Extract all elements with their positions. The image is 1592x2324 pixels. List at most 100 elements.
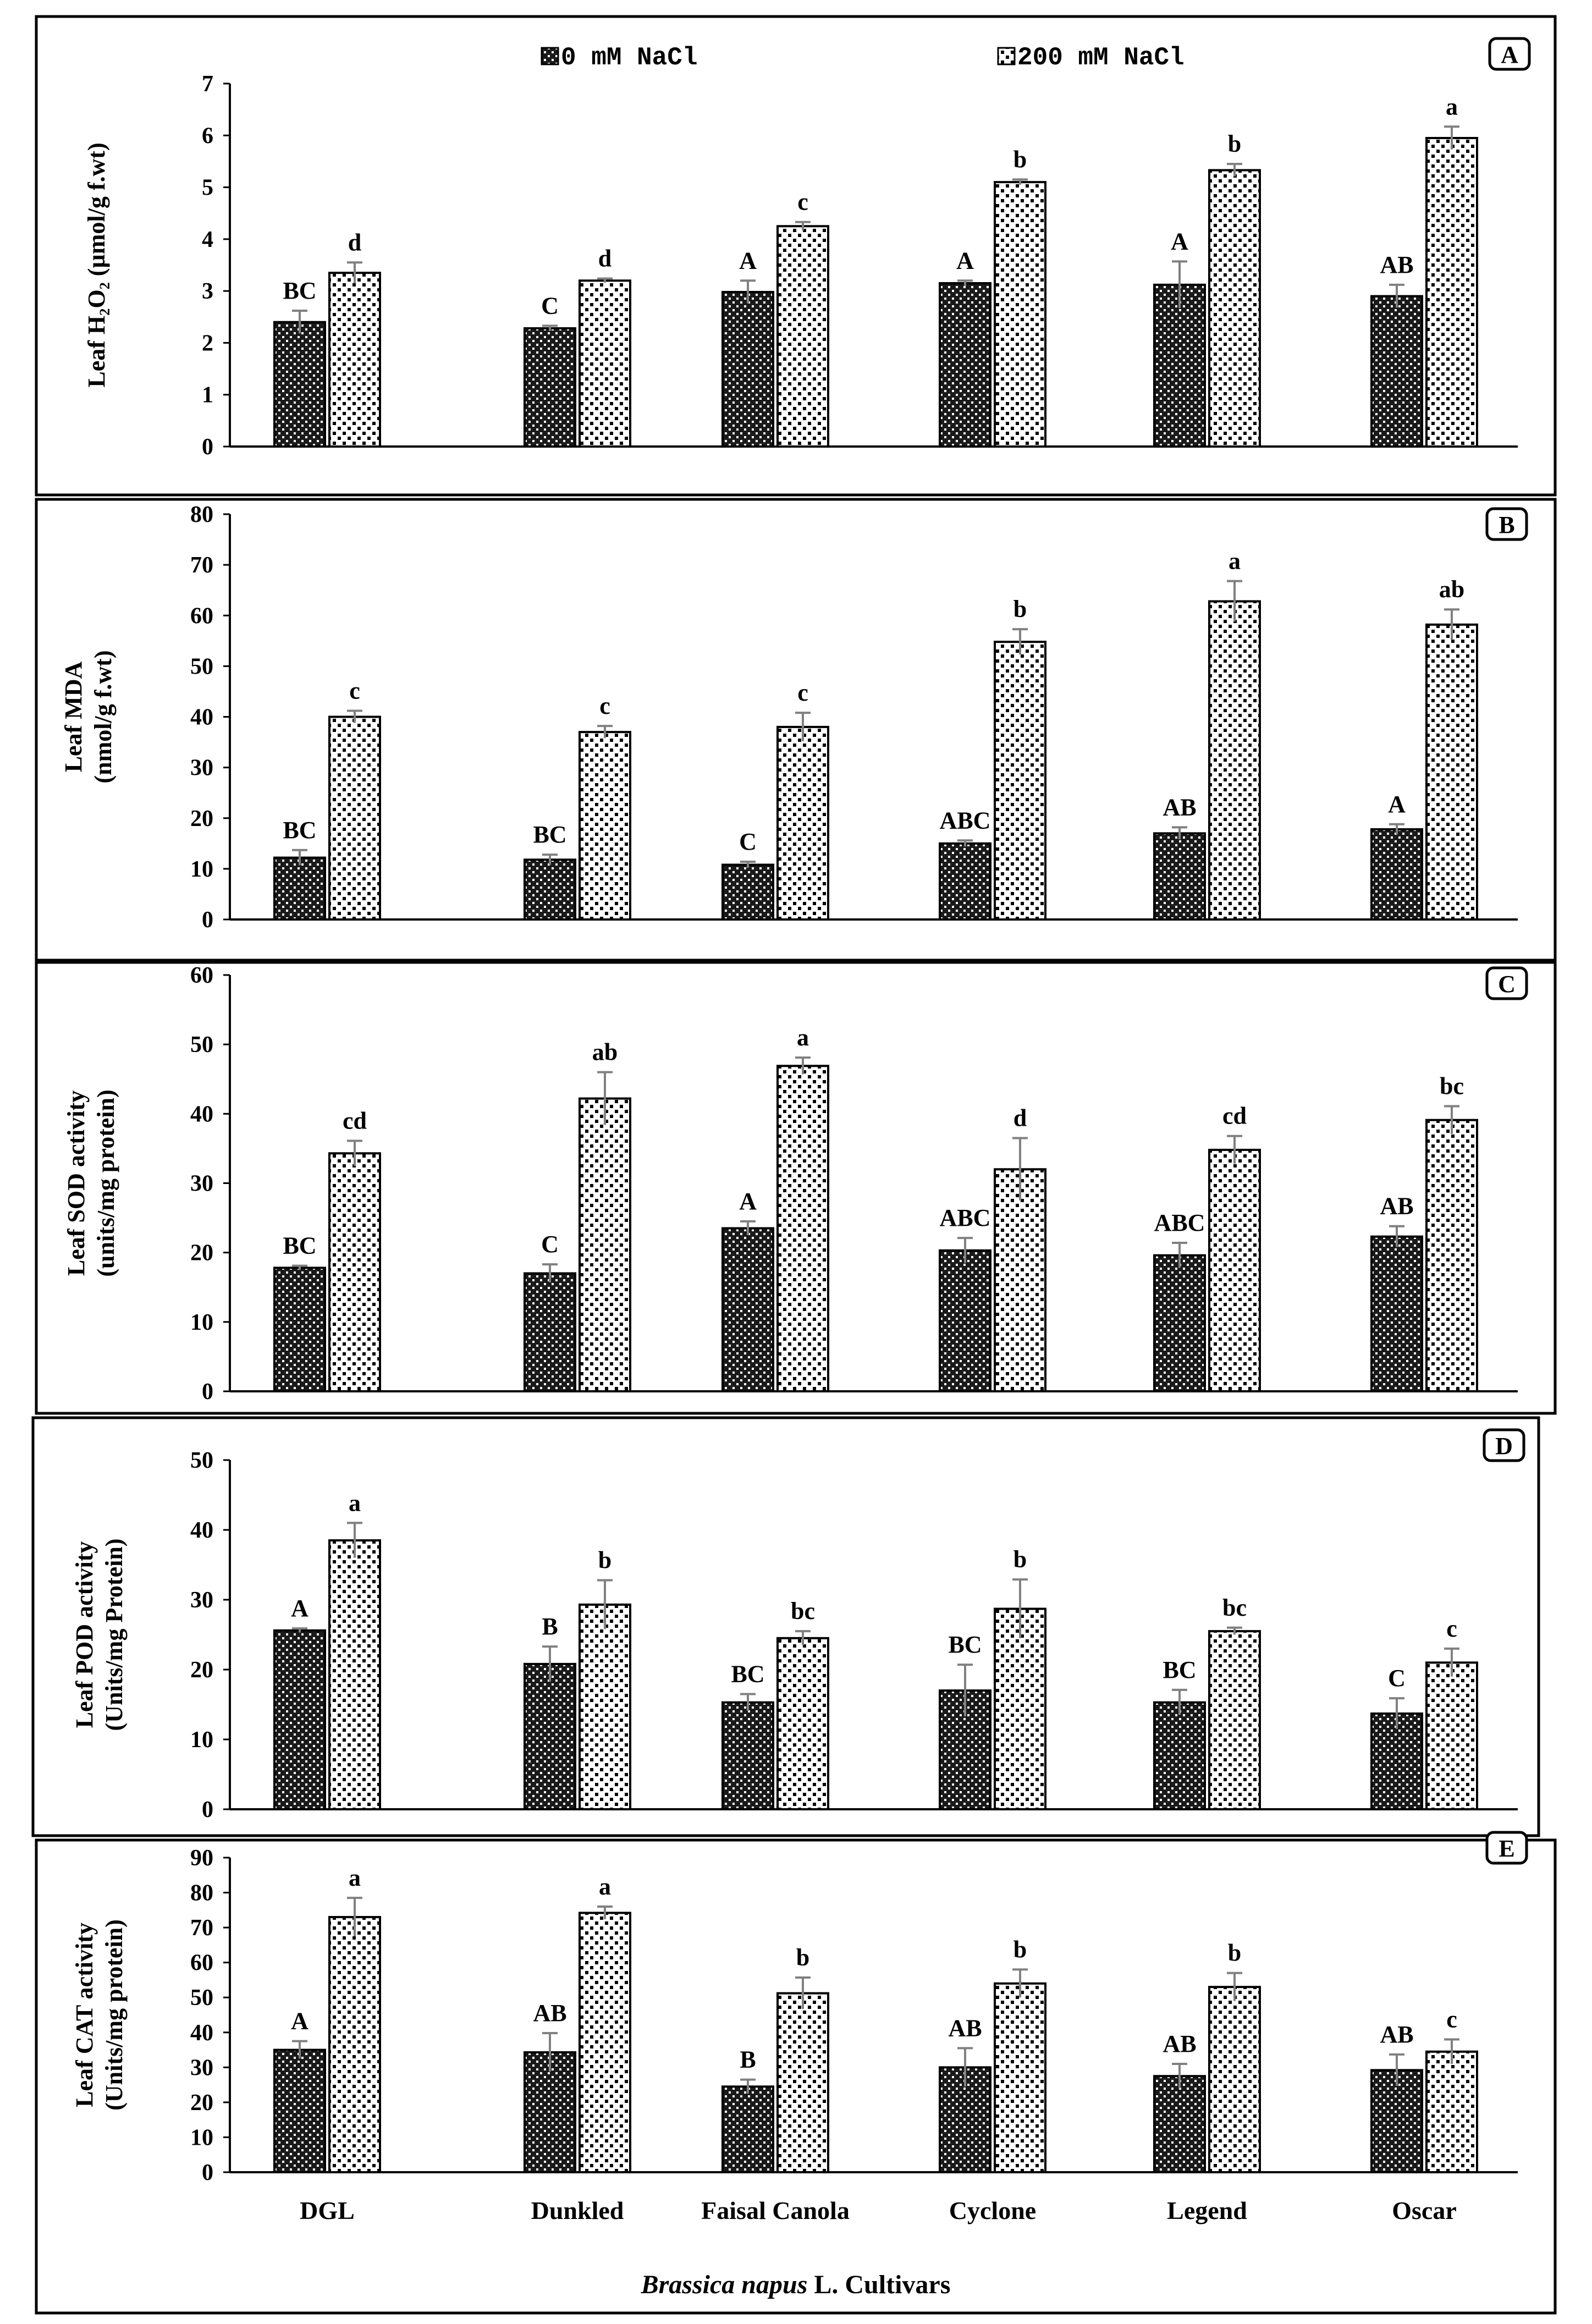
- error-bar-c-s1-2: [795, 1056, 811, 1075]
- panel-tag-d: D: [1495, 1433, 1513, 1460]
- bar-e-s1-4: [1208, 1986, 1261, 2173]
- panel-frame-e: [35, 1838, 1557, 2315]
- bar-b-s0-2: [721, 863, 774, 921]
- y-tick-label-e: 70: [190, 1915, 213, 1941]
- panel-tag-e: E: [1499, 1835, 1514, 1862]
- sig-letter-c-s0-3: ABC: [940, 1204, 991, 1231]
- sig-letter-e-s0-5: AB: [1380, 2021, 1413, 2048]
- error-bar-b-s0-0: [292, 849, 307, 866]
- error-bar-b-s1-2: [795, 712, 811, 741]
- legend-label-salt: 200 mM NaCl: [1017, 43, 1185, 72]
- y-tick-label-d: 0: [202, 1797, 213, 1822]
- panel-frame-a: [35, 15, 1557, 497]
- y-tick-label-a: 1: [202, 383, 213, 408]
- error-bar-e-s0-3: [957, 2047, 973, 2087]
- sig-letter-e-s1-1: a: [599, 1873, 611, 1900]
- error-bar-a-s1-1: [597, 277, 613, 283]
- sig-letter-c-s1-5: bc: [1440, 1072, 1464, 1099]
- error-bar-c-s1-0: [347, 1139, 362, 1166]
- bar-c-s1-3: [994, 1168, 1046, 1392]
- sig-letter-e-s0-2: B: [740, 2046, 756, 2073]
- panel-a: A 0 1 2 3 4 5 6 7 Leaf H₂O₂ (µmol/g f.wt) BC C A A A AB…: [83, 37, 1531, 460]
- bar-c-s0-5: [1370, 1235, 1423, 1393]
- error-bar-c-s0-2: [740, 1220, 756, 1236]
- sig-letter-d-s1-1: b: [598, 1546, 612, 1573]
- error-bar-e-s0-2: [740, 2078, 756, 2094]
- legend: 0 mM NaCl 200 mM NaCl: [541, 43, 1185, 72]
- sig-letter-b-s1-3: b: [1013, 596, 1027, 623]
- bar-a-s1-5: [1425, 137, 1478, 448]
- y-tick-label-a: 5: [202, 175, 213, 201]
- bar-a-s0-2: [721, 291, 774, 448]
- bar-c-s1-1: [579, 1097, 631, 1392]
- y-tick-label-c: 10: [190, 1310, 213, 1335]
- bar-a-s0-3: [939, 282, 991, 448]
- error-bar-d-s0-2: [740, 1693, 756, 1711]
- error-bar-e-s0-5: [1389, 2053, 1404, 2086]
- error-bar-b-s0-4: [1172, 826, 1187, 840]
- sig-letter-c-s1-4: cd: [1222, 1103, 1247, 1130]
- sig-letter-b-s0-1: BC: [533, 821, 566, 848]
- y-tick-label-e: 30: [190, 2055, 213, 2080]
- bar-d-s0-2: [721, 1701, 774, 1810]
- bar-d-s0-1: [524, 1662, 576, 1811]
- x-category-label: Faisal Canola: [701, 2196, 850, 2224]
- sig-letter-a-s1-2: c: [797, 189, 808, 216]
- sig-letter-d-s0-0: A: [291, 1595, 309, 1622]
- y-tick-label-d: 50: [190, 1448, 213, 1473]
- bar-a-s1-1: [579, 279, 631, 448]
- error-bar-c-s0-4: [1172, 1242, 1187, 1268]
- error-bar-a-s0-4: [1172, 260, 1187, 309]
- bar-b-s0-0: [273, 856, 326, 921]
- x-category-label: Cyclone: [949, 2196, 1036, 2224]
- error-bar-a-s0-1: [542, 324, 558, 331]
- bar-b-s1-1: [579, 731, 631, 921]
- error-bar-d-s0-3: [957, 1664, 973, 1717]
- bar-b-s0-4: [1153, 832, 1206, 921]
- legend-swatch-control: [541, 47, 559, 65]
- bar-d-s1-0: [328, 1539, 381, 1811]
- error-bar-d-s0-4: [1172, 1688, 1187, 1715]
- sig-letter-b-s1-0: c: [349, 677, 360, 704]
- sig-letter-e-s0-3: AB: [948, 2014, 982, 2041]
- panel-frame-d: [31, 1416, 1540, 1837]
- sig-letter-b-s0-3: ABC: [940, 807, 991, 834]
- bar-c-s1-4: [1208, 1148, 1261, 1392]
- sig-letter-b-s1-2: c: [797, 679, 808, 706]
- sig-letter-d-s0-2: BC: [731, 1660, 764, 1687]
- bar-c-s0-0: [273, 1266, 326, 1392]
- error-bar-a-s0-0: [292, 309, 307, 334]
- error-bar-e-s1-4: [1227, 1971, 1242, 2001]
- sig-letter-a-s0-2: A: [739, 247, 757, 274]
- panel-tag-box-b: [1485, 507, 1528, 541]
- y-axis-label-a: Leaf H₂O₂ (µmol/g f.wt): [83, 142, 110, 387]
- panel-b: B 0 10 20 30 40 50 60 70 80 Leaf MDA (nmol/g f.wt) B…: [60, 502, 1528, 933]
- y-tick-label-e: 90: [190, 1846, 213, 1871]
- y-tick-label-b: 60: [190, 603, 213, 629]
- x-category-label: Dunkled: [531, 2196, 624, 2224]
- bar-a-s1-3: [994, 181, 1046, 448]
- panel-tag-box-a: [1488, 37, 1531, 71]
- y-tick-label-e: 20: [190, 2090, 213, 2116]
- y-tick-label-a: 7: [202, 71, 213, 97]
- sig-letter-a-s1-1: d: [598, 245, 612, 272]
- legend-swatch-salt: [997, 47, 1016, 65]
- error-bar-d-s1-3: [1012, 1578, 1028, 1638]
- sig-letter-e-s1-4: b: [1228, 1940, 1241, 1967]
- bar-b-s1-3: [994, 641, 1046, 921]
- bar-e-s0-2: [721, 2085, 774, 2173]
- bar-b-s1-2: [776, 725, 829, 921]
- bar-c-s0-2: [721, 1227, 774, 1392]
- sig-letter-c-s0-0: BC: [283, 1232, 316, 1259]
- sig-letter-e-s1-0: a: [349, 1864, 361, 1891]
- panel-tag-box-d: [1483, 1428, 1525, 1462]
- error-bar-b-s1-3: [1012, 628, 1028, 655]
- y-tick-label-a: 2: [202, 331, 213, 356]
- y-tick-label-d: 30: [190, 1588, 213, 1613]
- sig-letter-b-s0-0: BC: [283, 817, 316, 844]
- sig-letter-a-s0-3: A: [956, 247, 974, 274]
- error-bar-b-s1-0: [347, 709, 362, 723]
- y-tick-label-a: 4: [202, 227, 213, 252]
- y-tick-label-a: 3: [202, 279, 213, 304]
- sig-letter-b-s0-4: AB: [1163, 794, 1196, 820]
